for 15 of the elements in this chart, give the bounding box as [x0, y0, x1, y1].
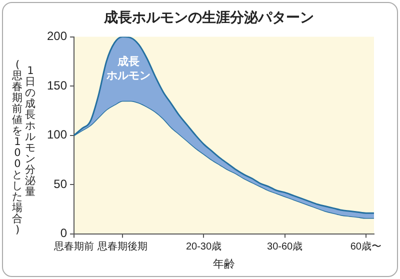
x-tick-label: 20-30歳 [186, 240, 222, 253]
x-tick-label: 60歳〜 [350, 240, 382, 253]
series-label: 成長ホルモン [106, 54, 151, 82]
text: (思春期前値を100とした場合) [12, 59, 23, 236]
x-tick-label: 思春期後期 [96, 240, 148, 253]
y-tick-label: 200 [46, 29, 68, 44]
x-tick-label: 30-60歳 [267, 240, 303, 253]
y-tick-label: 100 [46, 128, 68, 142]
y-tick-label: 150 [46, 78, 68, 92]
chart-title: 成長ホルモンの生涯分泌パターン [103, 10, 314, 26]
text: 1日の成長ホルモン分泌量 [25, 65, 36, 198]
y-tick-label: 50 [54, 176, 68, 191]
y-tick-label: 0 [60, 226, 68, 240]
x-tick-label: 思春期前 [53, 240, 94, 253]
x-axis-title: 年齢 [213, 258, 236, 270]
